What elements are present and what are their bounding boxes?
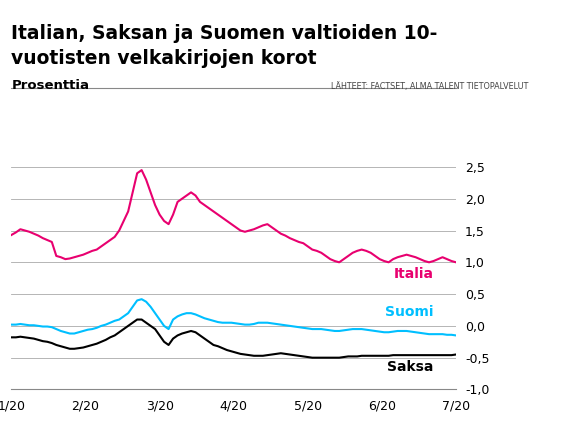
Text: Italia: Italia bbox=[393, 267, 434, 281]
Text: Saksa: Saksa bbox=[387, 360, 434, 374]
Text: Prosenttia: Prosenttia bbox=[11, 79, 89, 92]
Text: vuotisten velkakirjojen korot: vuotisten velkakirjojen korot bbox=[11, 49, 317, 68]
Text: Italian, Saksan ja Suomen valtioiden 10-: Italian, Saksan ja Suomen valtioiden 10- bbox=[11, 24, 438, 42]
Text: LÄHTEET: FACTSET, ALMA TALENT TIETOPALVELUT: LÄHTEET: FACTSET, ALMA TALENT TIETOPALVE… bbox=[331, 82, 528, 91]
Text: Suomi: Suomi bbox=[385, 305, 434, 319]
